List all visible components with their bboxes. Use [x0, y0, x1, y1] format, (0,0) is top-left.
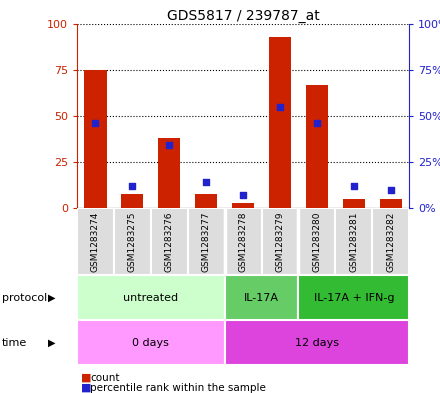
- Text: ▶: ▶: [48, 293, 56, 303]
- Bar: [298, 275, 409, 320]
- Text: GSM1283278: GSM1283278: [238, 211, 248, 272]
- Text: GSM1283279: GSM1283279: [275, 211, 285, 272]
- Text: GSM1283275: GSM1283275: [128, 211, 137, 272]
- Text: untreated: untreated: [123, 293, 178, 303]
- Title: GDS5817 / 239787_at: GDS5817 / 239787_at: [167, 9, 319, 22]
- Text: ■: ■: [81, 383, 92, 393]
- Text: GSM1283277: GSM1283277: [202, 211, 211, 272]
- Bar: [225, 275, 298, 320]
- Text: ▶: ▶: [48, 338, 56, 348]
- Bar: [335, 208, 372, 275]
- Point: [203, 179, 210, 185]
- Bar: [225, 208, 261, 275]
- Text: GSM1283281: GSM1283281: [349, 211, 358, 272]
- Bar: [269, 37, 291, 208]
- Bar: [232, 203, 254, 208]
- Bar: [372, 208, 409, 275]
- Text: GSM1283280: GSM1283280: [312, 211, 322, 272]
- Bar: [306, 84, 328, 208]
- Bar: [343, 199, 365, 208]
- Text: percentile rank within the sample: percentile rank within the sample: [90, 383, 266, 393]
- Bar: [188, 208, 225, 275]
- Point: [129, 183, 136, 189]
- Text: IL-17A: IL-17A: [244, 293, 279, 303]
- Bar: [151, 208, 188, 275]
- Bar: [114, 208, 151, 275]
- Text: 12 days: 12 days: [295, 338, 339, 348]
- Bar: [225, 320, 409, 365]
- Text: 0 days: 0 days: [132, 338, 169, 348]
- Text: count: count: [90, 373, 120, 383]
- Point: [276, 104, 283, 110]
- Bar: [380, 199, 402, 208]
- Text: GSM1283276: GSM1283276: [165, 211, 174, 272]
- Bar: [261, 208, 298, 275]
- Point: [166, 142, 173, 149]
- Point: [387, 187, 394, 193]
- Bar: [77, 208, 114, 275]
- Point: [239, 192, 246, 198]
- Bar: [195, 193, 217, 208]
- Bar: [77, 275, 225, 320]
- Text: time: time: [2, 338, 27, 348]
- Text: GSM1283282: GSM1283282: [386, 211, 395, 272]
- Text: IL-17A + IFN-g: IL-17A + IFN-g: [314, 293, 394, 303]
- Bar: [158, 138, 180, 208]
- Bar: [84, 70, 106, 208]
- Bar: [121, 193, 143, 208]
- Point: [350, 183, 357, 189]
- Bar: [298, 208, 335, 275]
- Bar: [77, 320, 225, 365]
- Point: [313, 120, 320, 127]
- Text: protocol: protocol: [2, 293, 48, 303]
- Text: GSM1283274: GSM1283274: [91, 211, 100, 272]
- Text: ■: ■: [81, 373, 92, 383]
- Point: [92, 120, 99, 127]
